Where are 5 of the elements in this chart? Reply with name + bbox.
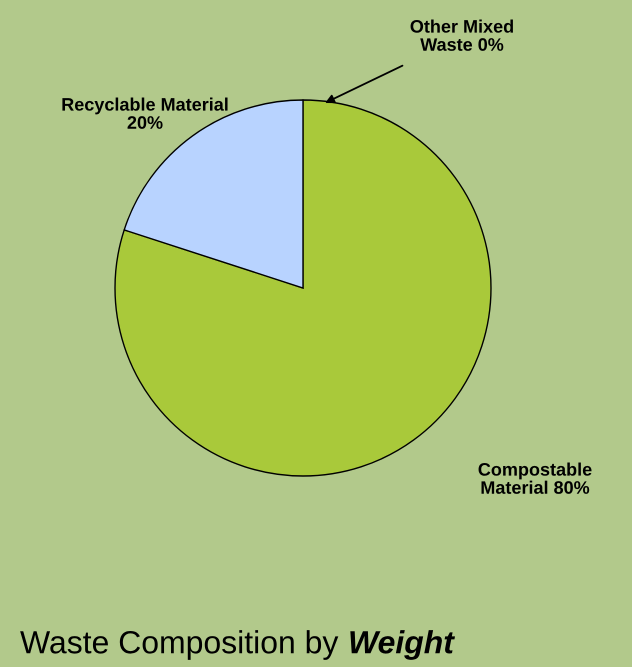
slice-label: Recyclable Material (62, 98, 228, 114)
data-label: 20% (128, 116, 163, 129)
category-label: Other Mixed Waste 0% (410, 20, 513, 51)
text: Waste Composition by Weight (20, 630, 455, 660)
slice-label: Compostable Material 80% (478, 462, 592, 494)
